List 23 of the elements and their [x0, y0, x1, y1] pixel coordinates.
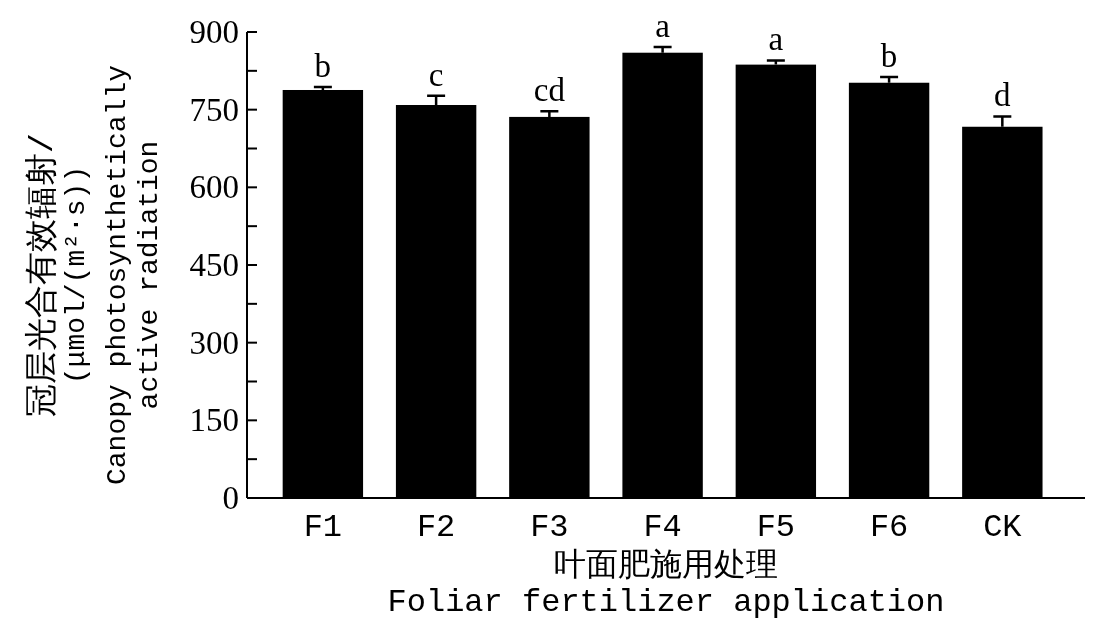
x-tick-label: F2 [416, 509, 456, 546]
y-tick-label: 450 [189, 247, 239, 283]
y-axis-title: 冠层光合有效辐射/ (μmol/(m²·s)) Canopy photosynthetically active radiation [24, 64, 165, 486]
annotation: d [994, 77, 1012, 114]
annotation: b [314, 47, 332, 84]
y-tick-label: 0 [222, 480, 239, 516]
y-tick-label: 600 [189, 169, 239, 206]
annotation: b [880, 38, 898, 75]
y-tick-label: 150 [189, 402, 239, 439]
x-axis-title: 叶面肥施用处理 Foliar fertilizer application [387, 548, 945, 621]
annotation: a [768, 21, 784, 58]
annotation: cd [533, 72, 566, 109]
annotation: a [655, 8, 671, 45]
x-tick-label: F6 [869, 509, 909, 546]
x-tick-label: F1 [303, 509, 343, 546]
y-tick-label: 300 [189, 324, 239, 361]
annotation: c [428, 56, 444, 93]
x-tick-label: F5 [756, 509, 796, 546]
x-tick-label: CK [983, 509, 1023, 546]
x-tick-label: F4 [643, 509, 682, 546]
y-tick-label: 900 [189, 14, 239, 50]
x-tick-label: F3 [530, 509, 569, 546]
y-tick-label: 750 [189, 91, 239, 128]
